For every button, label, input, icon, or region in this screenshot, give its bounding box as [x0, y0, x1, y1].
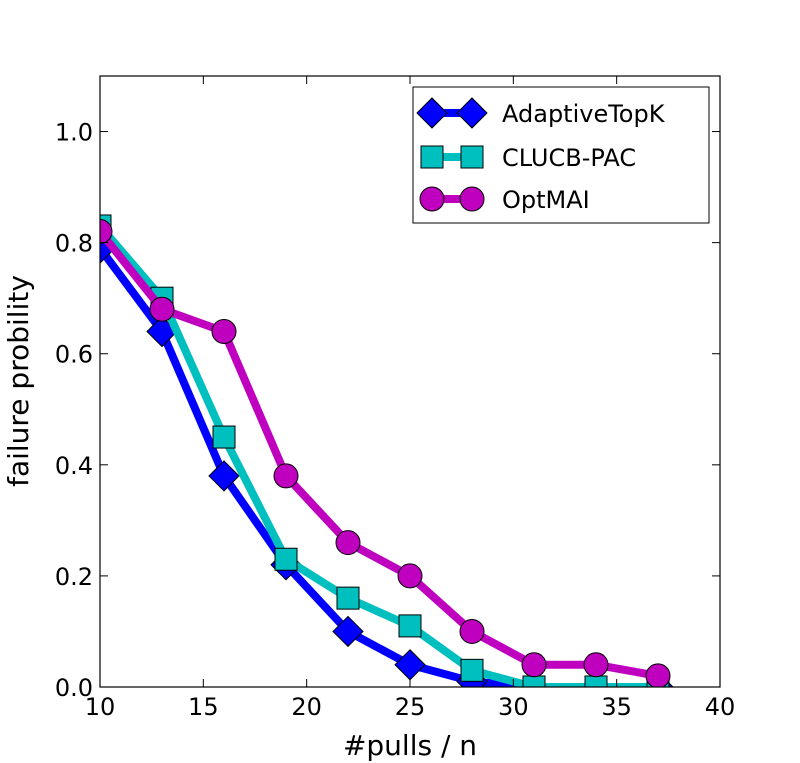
data-point [459, 618, 485, 644]
legend-marker [419, 186, 445, 212]
axis-ticks: 10 15 20 25 30 35 40 0.0 0.2 0.4 0.6 0.8 1.0 [55, 76, 735, 721]
legend-entry: OptMAI [419, 186, 590, 214]
legend-marker [459, 186, 485, 212]
data-point [332, 615, 364, 648]
series-line [100, 245, 658, 687]
x-tick-label: 20 [291, 693, 322, 721]
y-tick-label: 0.6 [55, 341, 93, 369]
legend-marker [460, 145, 484, 169]
data-point [460, 658, 484, 682]
y-tick-label: 0.0 [55, 674, 93, 702]
data-point [583, 652, 609, 678]
data-point [274, 547, 298, 571]
series-line [100, 229, 659, 680]
x-tick-label: 35 [601, 693, 632, 721]
legend-entry: AdaptiveTopK [416, 97, 666, 129]
series-clucb-pac [100, 214, 670, 687]
y-tick-label: 1.0 [55, 119, 93, 147]
legend-label: CLUCB-PAC [502, 144, 636, 172]
legend-marker [416, 97, 448, 129]
data-point [273, 463, 299, 489]
data-point [212, 425, 236, 449]
legend-label: OptMAI [502, 186, 590, 214]
data-point [394, 649, 426, 681]
x-axis-label: #pulls / n [343, 729, 477, 762]
x-tick-label: 40 [705, 693, 736, 721]
data-point [335, 530, 361, 556]
data-point [208, 460, 240, 492]
data-point [398, 614, 422, 638]
data-point [336, 586, 360, 610]
y-axis-label: failure probility [2, 275, 35, 487]
legend-marker [456, 97, 488, 129]
legend-entry: CLUCB-PAC [420, 144, 636, 172]
x-tick-label: 30 [498, 693, 529, 721]
x-tick-label: 10 [85, 693, 116, 721]
y-tick-label: 0.8 [55, 230, 93, 258]
data-point [645, 663, 671, 687]
series-optmai [100, 219, 671, 687]
y-tick-label: 0.2 [55, 563, 93, 591]
x-tick-label: 15 [188, 693, 219, 721]
legend: AdaptiveTopK CLUCB-PAC OptMAI [412, 86, 710, 224]
data-point [397, 563, 423, 589]
data-point [211, 319, 237, 345]
y-tick-label: 0.4 [55, 452, 93, 480]
series-line [100, 223, 658, 687]
data-point [100, 219, 113, 245]
legend-marker [420, 145, 444, 169]
legend-label: AdaptiveTopK [502, 100, 666, 128]
series-layer [100, 214, 674, 687]
data-point [149, 296, 175, 322]
x-tick-label: 25 [395, 693, 426, 721]
data-point [521, 652, 547, 678]
